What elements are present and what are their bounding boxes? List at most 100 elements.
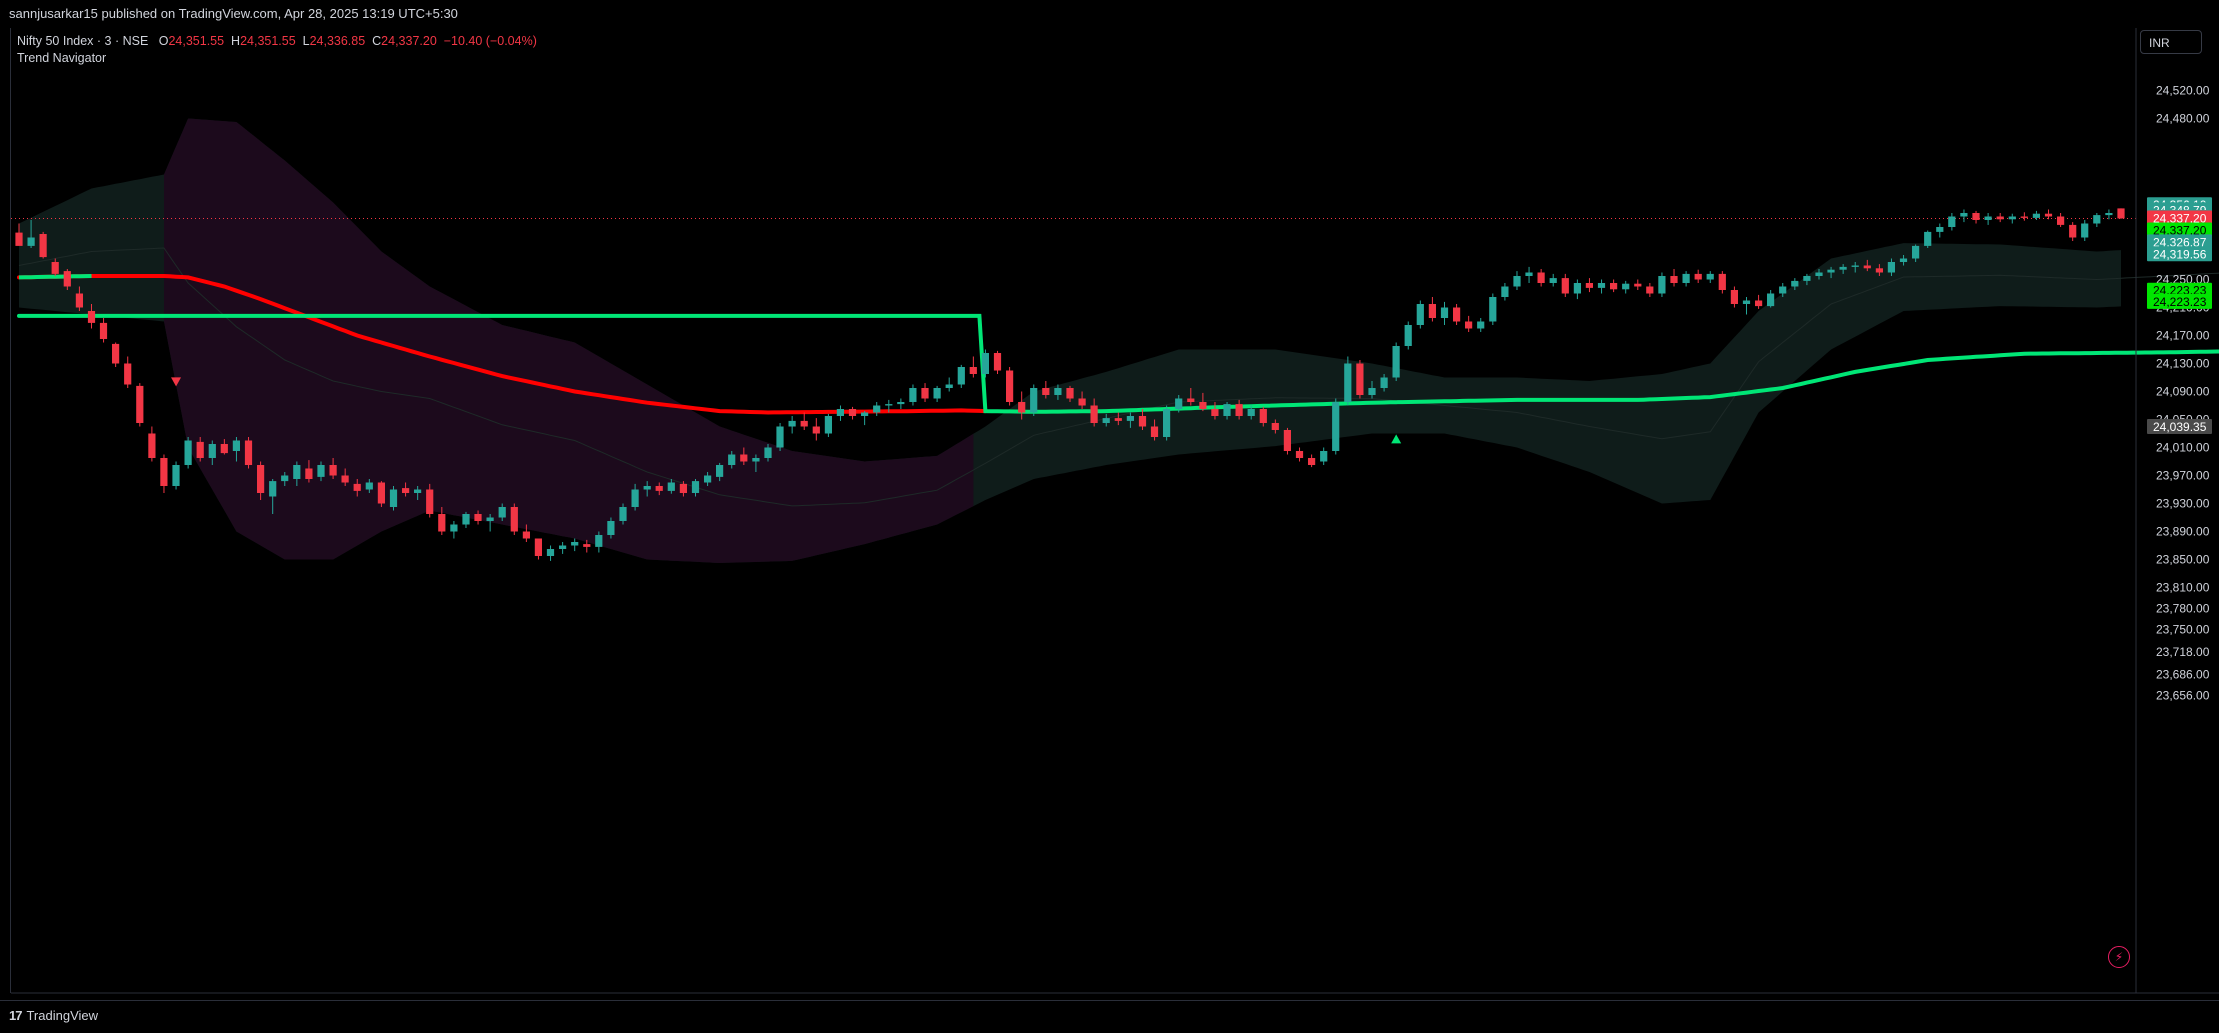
lightning-icon[interactable]: ⚡	[2108, 946, 2130, 968]
candle-body-141	[1718, 273, 1726, 290]
candle-body-97	[1187, 398, 1195, 402]
candle-body-95	[1163, 409, 1171, 437]
candle-body-137	[1670, 276, 1678, 283]
y-tick-label-10: 23,930.00	[2156, 497, 2210, 511]
candle-body-96	[1175, 398, 1183, 409]
candle-body-131	[1597, 283, 1606, 288]
candle-body-6	[87, 311, 96, 323]
band-midline	[18, 247, 2219, 507]
candle-body-39	[486, 517, 494, 521]
candle-body-42	[522, 531, 530, 539]
candle-body-58	[716, 465, 724, 477]
y-tick-label-1: 24,480.00	[2156, 112, 2210, 126]
candle-body-154	[1875, 268, 1883, 273]
trend-line-bullish	[17, 313, 2219, 414]
candle-body-166	[2020, 216, 2028, 218]
candle-body-164	[1996, 216, 2004, 220]
candle-body-89	[1090, 405, 1098, 423]
candle-body-88	[1078, 398, 1086, 406]
price-label-bg-4	[2147, 222, 2212, 238]
candle-body-80	[981, 353, 989, 374]
price-label-3: 24,337.20	[2153, 211, 2207, 225]
candle-body-172	[2093, 215, 2101, 224]
y-tick-label-4: 24,170.00	[2156, 329, 2210, 343]
candle-body-37	[462, 514, 470, 525]
price-label-bg-6	[2147, 246, 2212, 262]
symbol-title[interactable]: Nifty 50 Index · 3 · NSE	[17, 34, 149, 48]
candle-body-23	[293, 465, 301, 479]
trend-line-bearish	[17, 274, 988, 415]
candle-body-132	[1610, 283, 1618, 290]
candle-body-144	[1755, 300, 1763, 307]
candle-body-11	[148, 433, 156, 458]
candle-body-53	[655, 486, 663, 491]
candle-body-171	[2081, 223, 2089, 238]
candle-body-139	[1694, 273, 1702, 280]
y-tick-label-0: 24,520.00	[2156, 84, 2210, 98]
candle-body-75	[921, 388, 929, 399]
y-tick-label-18: 23,656.00	[2156, 688, 2210, 702]
candle-body-94	[1150, 426, 1159, 437]
tradingview-logo[interactable]: 17 TradingView	[9, 1008, 98, 1023]
candle-body-163	[1984, 216, 1992, 220]
price-chart[interactable]: 24,520.0024,480.0024,250.0024,210.0024,1…	[11, 28, 2219, 1000]
candle-body-91	[1114, 418, 1122, 421]
candle-body-18	[232, 440, 240, 451]
price-label-bg-5	[2147, 234, 2212, 250]
candle-body-165	[2008, 216, 2016, 220]
candle-body-170	[2069, 224, 2077, 238]
open-label: O	[158, 34, 169, 48]
candle-body-124	[1513, 276, 1521, 287]
y-tick-label-8: 24,010.00	[2156, 441, 2210, 455]
candle-body-10	[136, 385, 144, 423]
candle-body-59	[728, 454, 736, 465]
candle-body-142	[1730, 290, 1738, 304]
candle-body-84	[1030, 388, 1038, 413]
candle-body-79	[969, 367, 977, 374]
candle-body-55	[679, 483, 687, 493]
candle-body-155	[1887, 262, 1895, 273]
candle-body-71	[873, 405, 881, 413]
candle-body-135	[1646, 286, 1654, 294]
candle-body-72	[885, 404, 893, 406]
candle-body-28	[353, 483, 361, 491]
candle-body-102	[1247, 409, 1255, 416]
candle-body-130	[1585, 283, 1593, 288]
candle-body-19	[244, 440, 253, 465]
currency-selector[interactable]: INR	[2140, 30, 2202, 54]
candle-body-38	[474, 514, 482, 521]
candle-body-35	[438, 514, 446, 532]
candle-body-117	[1428, 304, 1436, 318]
candle-body-87	[1066, 388, 1074, 399]
candle-body-62	[764, 447, 772, 458]
open-value: 24,351.55	[168, 34, 225, 48]
footer: 17 TradingView	[0, 1000, 2219, 1033]
candle-body-103	[1259, 409, 1267, 423]
candle-body-77	[945, 384, 953, 388]
indicator-title[interactable]: Trend Navigator	[17, 51, 107, 65]
candle-body-24	[305, 468, 313, 479]
candle-body-15	[196, 441, 204, 458]
candle-body-2	[39, 234, 47, 258]
candle-body-107	[1308, 458, 1316, 465]
chart-area[interactable]: 24,520.0024,480.0024,250.0024,210.0024,1…	[10, 28, 2219, 994]
candle-body-161	[1960, 213, 1968, 217]
candle-body-86	[1054, 388, 1062, 395]
candle-body-82	[1006, 370, 1014, 402]
candle-body-26	[329, 465, 337, 476]
y-tick-label-12: 23,850.00	[2156, 553, 2210, 567]
candle-body-162	[1972, 213, 1980, 220]
y-tick-label-5: 24,130.00	[2156, 357, 2210, 371]
candle-body-105	[1283, 430, 1291, 451]
candle-body-90	[1102, 418, 1110, 423]
tradingview-logo-icon: 17	[9, 1008, 23, 1023]
candle-body-121	[1477, 321, 1485, 329]
publish-info-text: sannjusarkar15 published on TradingView.…	[9, 6, 458, 21]
candle-body-5	[75, 293, 83, 308]
change-value: −10.40 (−0.04%)	[443, 34, 537, 48]
candle-body-108	[1320, 451, 1328, 462]
candle-body-50	[619, 507, 627, 521]
candle-body-25	[317, 465, 325, 477]
candle-body-61	[752, 458, 760, 462]
candle-body-85	[1042, 388, 1050, 395]
